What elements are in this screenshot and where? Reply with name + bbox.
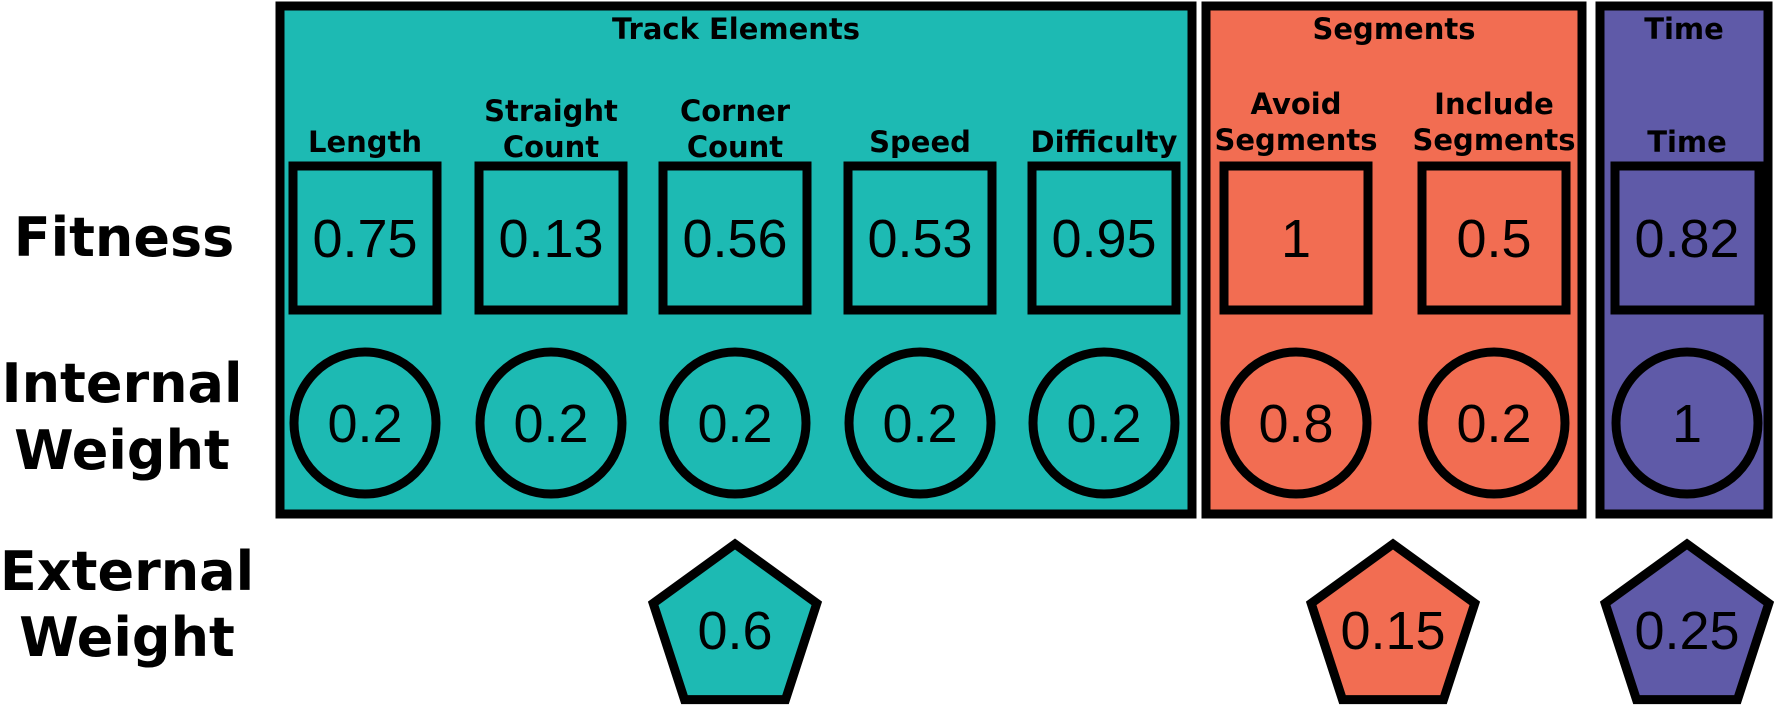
row-labels: Fitness Internal Weight External Weight bbox=[0, 206, 254, 669]
internal-weight-circle-track-elements-1 bbox=[289, 347, 441, 499]
group-track-elements: Track ElementsLength0.750.2StraightCount… bbox=[275, 1, 1197, 519]
internal-weight-circle-time-1 bbox=[1611, 347, 1763, 499]
internal-weight-circle-track-elements-5 bbox=[1028, 347, 1180, 499]
groups: Track ElementsLength0.750.2StraightCount… bbox=[275, 1, 1774, 705]
external-weight-pentagon-time bbox=[1599, 538, 1774, 705]
external-weight-track-elements: 0.6 bbox=[647, 538, 823, 705]
metric-label-segments-2-line-1: Include bbox=[1434, 87, 1554, 121]
internal-weight-circle-track-elements-4 bbox=[844, 347, 996, 499]
internal-weight-value-segments-1: 0.8 bbox=[1258, 394, 1333, 454]
fitness-value-track-elements-2: 0.13 bbox=[498, 209, 603, 269]
row-label-external-line-1: External bbox=[0, 540, 254, 603]
fitness-box-track-elements-4 bbox=[843, 161, 997, 315]
fitness-value-segments-2: 0.5 bbox=[1456, 209, 1531, 269]
external-weight-pentagon-segments bbox=[1305, 538, 1481, 705]
metric-label-track-elements-3-line-2: Count bbox=[687, 130, 783, 164]
fitness-value-time-1: 0.82 bbox=[1634, 209, 1739, 269]
fitness-value-track-elements-1: 0.75 bbox=[312, 209, 417, 269]
internal-weight-value-track-elements-5: 0.2 bbox=[1066, 394, 1141, 454]
fitness-box-track-elements-2 bbox=[474, 161, 628, 315]
group-segments: SegmentsAvoidSegments10.8IncludeSegments… bbox=[1201, 1, 1587, 519]
row-label-internal-line-1: Internal bbox=[2, 352, 243, 415]
fitness-value-track-elements-4: 0.53 bbox=[867, 209, 972, 269]
fitness-value-segments-1: 1 bbox=[1281, 209, 1311, 269]
internal-weight-circle-segments-1 bbox=[1220, 347, 1372, 499]
group-time: Time Time 0.82 1 bbox=[1595, 1, 1773, 519]
metric-label-segments-2-line-2: Segments bbox=[1413, 123, 1576, 157]
external-weight-value-time: 0.25 bbox=[1634, 601, 1739, 661]
internal-weight-value-track-elements-1: 0.2 bbox=[327, 394, 402, 454]
internal-weight-value-track-elements-4: 0.2 bbox=[882, 394, 957, 454]
fitness-value-track-elements-3: 0.56 bbox=[682, 209, 787, 269]
metric-column-time-1: Time 0.82 1 bbox=[1610, 125, 1764, 499]
metric-column-track-elements-4: Speed 0.53 0.2 bbox=[843, 125, 997, 499]
row-label-external-line-2: Weight bbox=[19, 606, 235, 669]
group-panel-segments bbox=[1201, 1, 1587, 519]
fitness-box-time-1 bbox=[1610, 161, 1764, 315]
row-label-fitness: Fitness bbox=[14, 206, 235, 269]
metric-label-track-elements-5: Difficulty bbox=[1031, 125, 1178, 159]
metric-label-track-elements-2-line-1: Straight bbox=[484, 94, 618, 128]
external-weight-value-track-elements: 0.6 bbox=[697, 601, 772, 661]
group-title-time: Time bbox=[1644, 12, 1724, 46]
group-panel-time bbox=[1595, 1, 1773, 519]
fitness-box-segments-2 bbox=[1417, 161, 1571, 315]
external-weight-segments: 0.15 bbox=[1305, 538, 1481, 705]
fitness-box-track-elements-3 bbox=[658, 161, 812, 315]
metric-label-segments-1-line-2: Segments bbox=[1215, 123, 1378, 157]
group-title-segments: Segments bbox=[1313, 12, 1476, 46]
metric-label-track-elements-4: Speed bbox=[869, 125, 971, 159]
external-weight-value-segments: 0.15 bbox=[1340, 601, 1445, 661]
external-weight-time: 0.25 bbox=[1599, 538, 1774, 705]
group-title-track-elements: Track Elements bbox=[612, 12, 860, 46]
internal-weight-circle-segments-2 bbox=[1418, 347, 1570, 499]
internal-weight-value-track-elements-2: 0.2 bbox=[513, 394, 588, 454]
internal-weight-value-track-elements-3: 0.2 bbox=[697, 394, 772, 454]
fitness-box-segments-1 bbox=[1219, 161, 1373, 315]
external-weight-pentagon-track-elements bbox=[647, 538, 823, 705]
metric-label-track-elements-1: Length bbox=[308, 125, 422, 159]
internal-weight-circle-track-elements-2 bbox=[475, 347, 627, 499]
internal-weight-circle-track-elements-3 bbox=[659, 347, 811, 499]
fitness-value-track-elements-5: 0.95 bbox=[1051, 209, 1156, 269]
internal-weight-value-segments-2: 0.2 bbox=[1456, 394, 1531, 454]
metric-label-track-elements-2-line-2: Count bbox=[503, 130, 599, 164]
metric-column-track-elements-5: Difficulty 0.95 0.2 bbox=[1027, 125, 1181, 499]
metric-label-time-1: Time bbox=[1647, 125, 1727, 159]
row-label-internal-line-2: Weight bbox=[14, 419, 230, 482]
metric-label-segments-1-line-1: Avoid bbox=[1251, 87, 1342, 121]
metric-column-track-elements-1: Length 0.75 0.2 bbox=[288, 125, 442, 499]
internal-weight-value-time-1: 1 bbox=[1672, 394, 1702, 454]
fitness-box-track-elements-1 bbox=[288, 161, 442, 315]
metric-label-track-elements-3-line-1: Corner bbox=[680, 94, 791, 128]
fitness-box-track-elements-5 bbox=[1027, 161, 1181, 315]
